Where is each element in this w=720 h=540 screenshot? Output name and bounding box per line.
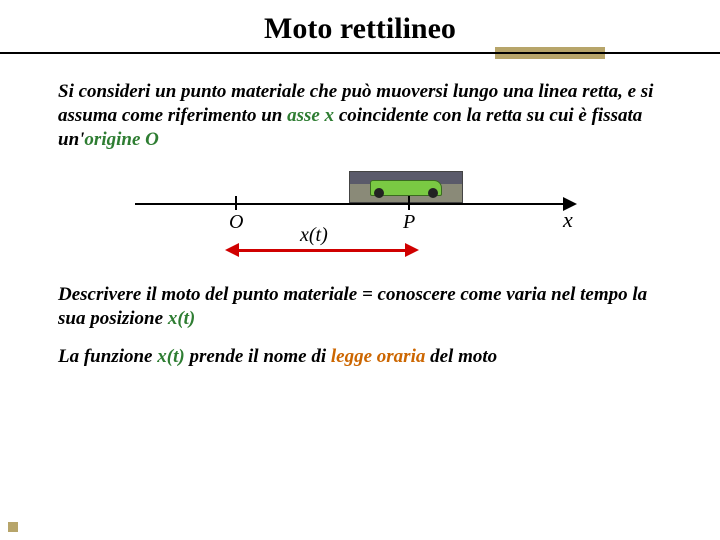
axis-diagram: O P x x(t) [135, 169, 595, 259]
car-wheel-rear [428, 188, 438, 198]
paragraph-3: La funzione x(t) prende il nome di legge… [58, 345, 672, 369]
paragraph-1: Si consideri un punto materiale che può … [58, 80, 672, 151]
p1-asse: asse x [287, 105, 334, 126]
p2-text1: Descrivere il moto del punto materiale =… [58, 284, 647, 329]
distance-arrow-right [405, 243, 419, 257]
tick-origin [235, 196, 237, 210]
distance-arrow-left [225, 243, 239, 257]
p2-xt: x(t) [168, 308, 195, 329]
p3-text3: del moto [425, 346, 497, 367]
corner-marker [8, 522, 18, 532]
paragraph-2: Descrivere il moto del punto materiale =… [58, 283, 672, 331]
label-point-p: P [403, 211, 415, 234]
label-x-of-t: x(t) [300, 224, 328, 247]
content-area: Si consideri un punto materiale che può … [0, 62, 720, 369]
p3-text1: La funzione [58, 346, 157, 367]
x-axis-line [135, 203, 565, 205]
p3-xt: x(t) [157, 346, 184, 367]
distance-arrow-line [237, 249, 407, 252]
label-origin: O [229, 211, 243, 234]
title-underline [0, 52, 720, 54]
racecar-image [349, 171, 463, 203]
label-x-axis: x [563, 207, 573, 233]
p1-origine: origine O [84, 129, 158, 150]
p3-legge: legge oraria [331, 346, 425, 367]
tick-point-p [408, 196, 410, 210]
car-wheel-front [374, 188, 384, 198]
title-area: Moto rettilineo [0, 0, 720, 62]
slide-title: Moto rettilineo [0, 12, 720, 46]
p3-text2: prende il nome di [185, 346, 331, 367]
